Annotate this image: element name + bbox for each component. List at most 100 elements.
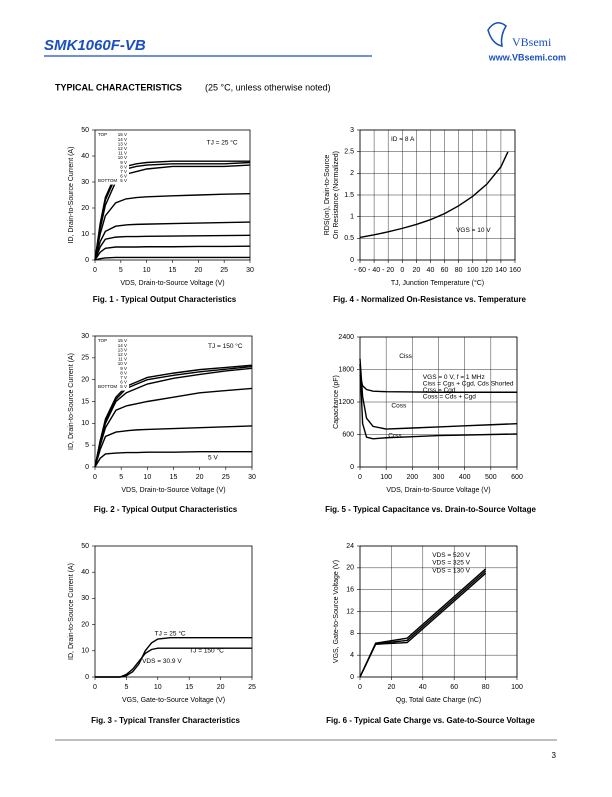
y-tick-label: 3 [350,127,354,134]
legend-label: BOTTOM [98,384,117,389]
y-axis-label: ID, Drain-to-Source Current (A) [68,563,75,660]
legend-entry: 8 V [120,164,127,169]
y-tick-label: 40 [81,569,89,576]
curve [95,647,252,678]
annotation: TJ = 25 °C [207,139,238,147]
figure-caption: Fig. 5 - Typical Capacitance vs. Drain-t… [325,505,536,514]
figure-caption: Fig. 3 - Typical Transfer Characteristic… [91,716,240,725]
legend-entry: 6 V [120,174,127,179]
annotation: TJ = 150 °C [208,342,243,350]
x-tick-label: 100 [467,267,479,274]
annotation: Ciss [399,353,412,360]
legend-box [97,338,129,391]
legend-entry: 5 V [120,384,127,389]
annotation: Ciss = Cgs + Cgd, Cds Shorted [423,381,514,388]
legend-entry: 11 V [118,151,127,156]
x-tick-label: 15 [170,474,178,481]
legend-entry: 13 V [118,141,127,146]
annotation: Coss [391,403,407,410]
curve [359,151,509,239]
x-tick-label: 25 [220,267,228,274]
x-tick-label: 0 [93,474,97,481]
y-tick-label: 0.5 [344,235,354,242]
curve [94,234,251,261]
annotation: Coss = Cds + Cgd [423,394,476,401]
legend-entry: 8 V [120,370,127,375]
y-tick-label: 30 [81,333,89,340]
annotation: VDS = 520 V [432,552,470,559]
x-tick-label: 140 [495,267,507,274]
y-tick-label: 10 [81,231,89,238]
x-tick-label: 300 [433,474,445,481]
legend-label: BOTTOM [98,178,117,183]
brand: VBsemi [512,35,552,49]
section-note: (25 °C, unless otherwise noted) [205,82,331,92]
x-tick-label: 10 [154,684,162,691]
y-axis-label: VGS, Gate-to-Source Voltage (V) [333,560,340,663]
x-tick-label: 5 [124,684,128,691]
x-tick-label: - 60 [354,267,366,274]
legend-entry: 14 V [118,343,127,348]
legend-entry: 9 V [120,366,127,371]
annotation: VDS = 30.9 V [142,658,182,665]
legend-entry: 14 V [118,137,127,142]
curve [95,637,252,678]
legend-entry: 12 V [118,146,127,151]
figure-caption: Fig. 2 - Typical Output Characteristics [94,505,238,514]
y-tick-label: 0 [350,257,354,264]
curve [359,364,518,440]
y-tick-label: 0 [85,257,89,264]
y-tick-label: 10 [81,420,89,427]
y-tick-label: 20 [346,565,354,572]
x-axis-label: VDS, Drain-to-Source Voltage (V) [120,280,224,287]
curve [94,256,250,261]
y-tick-label: 1800 [338,366,354,373]
curve [359,358,518,430]
legend-entry: 7 V [120,375,127,380]
x-tick-label: 30 [246,267,254,274]
y-tick-label: 20 [81,377,89,384]
curve [94,367,253,468]
x-tick-label: 0 [93,267,97,274]
x-tick-label: 40 [419,684,427,691]
x-tick-label: 25 [248,684,256,691]
x-tick-label: 20 [388,684,396,691]
section-title: TYPICAL CHARACTERISTICS [55,82,182,92]
y-axis-label: Capacitance (pF) [333,375,340,429]
annotation: VGS = 10 V [456,227,491,234]
legend-entry: 9 V [120,160,127,165]
y-tick-label: 0 [350,674,354,681]
x-tick-label: 20 [217,684,225,691]
x-tick-label: 20 [194,267,202,274]
logo-mark [487,22,507,47]
figure-caption: Fig. 4 - Normalized On-Resistance vs. Te… [333,295,526,304]
legend-label: TOP [98,132,107,137]
x-tick-label: 30 [248,474,256,481]
y-tick-label: 2.5 [344,149,354,156]
y-tick-label: 40 [81,153,89,160]
y-axis-label: On Resistance (Normalized) [333,151,340,239]
page-number: 3 [552,751,557,760]
curve [94,425,253,468]
url: www.VBsemi.com [488,52,566,62]
legend-entry: 7 V [120,169,127,174]
legend-box [97,132,129,185]
x-tick-label: 120 [481,267,493,274]
y-tick-label: 25 [81,355,89,362]
x-tick-label: 20 [412,267,420,274]
x-tick-label: 0 [93,684,97,691]
annotation: ID = 8 A [391,136,415,143]
x-tick-label: 0 [358,474,362,481]
y-tick-label: 30 [81,595,89,602]
y-axis-label: ID, Drain-to-Source Current (A) [68,147,75,244]
y-tick-label: 30 [81,179,89,186]
annotation: VDS = 130 V [432,568,470,575]
x-axis-label: TJ, Junction Temperature (°C) [391,279,484,287]
curve [94,451,252,468]
y-tick-label: 2400 [338,334,354,341]
legend-entry: 12 V [118,352,127,357]
y-axis-label: ID, Drain-to-Source Current (A) [68,353,75,450]
curve [359,568,487,678]
x-tick-label: 5 [119,474,123,481]
